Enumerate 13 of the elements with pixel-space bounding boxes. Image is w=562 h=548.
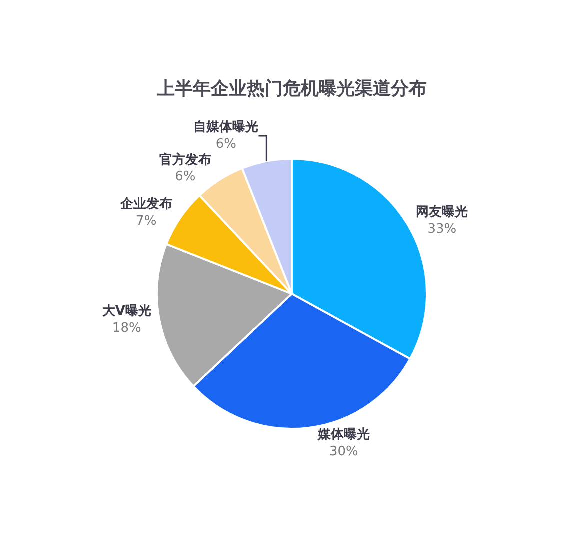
slice-label: 大V曝光 [102, 304, 152, 319]
slice-label: 自媒体曝光 [194, 120, 259, 135]
data-label: 7% [136, 214, 157, 230]
data-label: 18% [112, 320, 142, 336]
slice-label: 网友曝光 [416, 205, 468, 220]
chart-title: 上半年企业热门危机曝光渠道分布 [156, 78, 427, 100]
slice-label: 媒体曝光 [316, 428, 370, 443]
data-label: 6% [175, 170, 196, 185]
slice-label: 企业发布 [119, 197, 172, 212]
data-label: 30% [329, 444, 358, 460]
data-label: 6% [216, 136, 237, 152]
slice-label: 官方发布 [159, 152, 212, 168]
data-label: 33% [428, 222, 457, 238]
